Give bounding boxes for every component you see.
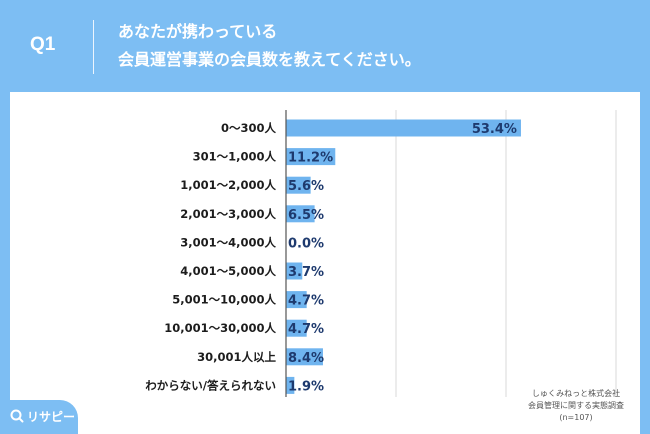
bar-chart: 0〜300人 53.4% 301〜1,000人 11.2% 1,001〜2,000人 5.… bbox=[145, 110, 617, 397]
value-label: 53.4% bbox=[472, 122, 517, 137]
category-label: 4,001〜5,000人 bbox=[180, 264, 276, 278]
question-title: あなたが携わっている 会員運営事業の会員数を教えてください。 bbox=[118, 18, 421, 74]
value-label: 4.7% bbox=[288, 294, 324, 309]
bar bbox=[286, 348, 323, 366]
question-title-line1: あなたが携わっている bbox=[118, 22, 278, 41]
brand-name: リサピー bbox=[27, 410, 76, 424]
header-divider bbox=[93, 20, 94, 74]
chart-panel: 0〜300人 53.4% 301〜1,000人 11.2% 1,001〜2,000人 5.… bbox=[10, 92, 640, 434]
category-label: 30,001人以上 bbox=[197, 350, 276, 364]
value-label: 4.7% bbox=[288, 322, 324, 337]
category-label: 301〜1,000人 bbox=[193, 150, 277, 164]
header: Q1 あなたが携わっている 会員運営事業の会員数を教えてください。 bbox=[0, 0, 650, 92]
bar bbox=[286, 319, 307, 337]
value-label: 3.7% bbox=[288, 265, 324, 280]
brand-logo: リサピー bbox=[0, 400, 78, 434]
category-label: 3,001〜4,000人 bbox=[180, 235, 276, 249]
value-label: 8.4% bbox=[288, 351, 324, 366]
bar bbox=[286, 119, 521, 137]
source-sample-size: (n=107) bbox=[559, 413, 593, 422]
search-icon bbox=[10, 409, 24, 423]
bar bbox=[286, 376, 295, 394]
value-label: 11.2% bbox=[288, 151, 333, 166]
bar bbox=[286, 262, 303, 280]
category-label: 1,001〜2,000人 bbox=[180, 178, 276, 192]
category-label: 5,001〜10,000人 bbox=[172, 293, 276, 307]
value-label: 5.6% bbox=[288, 179, 324, 194]
question-number: Q1 bbox=[30, 34, 56, 55]
value-label: 0.0% bbox=[288, 236, 324, 251]
source-survey: 会員管理に関する実態調査 bbox=[528, 401, 624, 410]
source-company: しゅくみねっと株式会社 bbox=[531, 389, 621, 398]
question-title-line2: 会員運営事業の会員数を教えてください。 bbox=[118, 50, 421, 69]
category-label: 2,001〜3,000人 bbox=[180, 207, 276, 221]
category-label: 0〜300人 bbox=[221, 121, 277, 135]
bar bbox=[286, 205, 315, 223]
bar bbox=[286, 291, 307, 309]
category-label: わからない/答えられない bbox=[145, 378, 276, 392]
value-label: 6.5% bbox=[288, 208, 324, 223]
bar bbox=[286, 148, 336, 166]
value-label: 1.9% bbox=[288, 379, 324, 394]
source-note: しゅくみねっと株式会社 会員管理に関する実態調査 (n=107) bbox=[528, 388, 624, 424]
category-label: 10,001〜30,000人 bbox=[164, 321, 276, 335]
bar bbox=[286, 176, 311, 194]
